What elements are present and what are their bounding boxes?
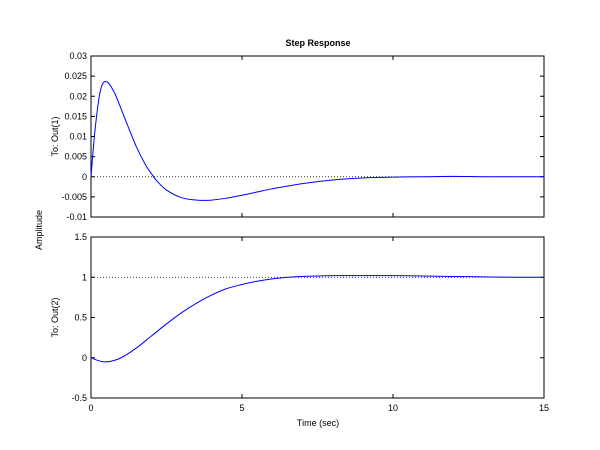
x-axis-label: Time (sec) [297, 418, 339, 428]
subplot-out2-ylabel: To: Out(2) [50, 297, 60, 337]
subplot-out1-y-tick-label: -0.01 [66, 212, 87, 222]
subplot-out1-ylabel: To: Out(1) [50, 116, 60, 156]
subplot-out1-y-tick-label: 0.02 [69, 91, 87, 101]
x-tick-label: 10 [388, 403, 398, 413]
subplot-out2-response-line [90, 275, 545, 363]
subplot-out2-y-tick-label: -0.5 [71, 393, 87, 403]
subplot-out1-y-tick-label: 0.01 [69, 132, 87, 142]
subplot-out1-y-tick-label: -0.005 [61, 192, 87, 202]
subplot-out2-y-tick-label: 1 [82, 272, 87, 282]
subplot-out1-y-tick-label: 0.025 [64, 71, 87, 81]
x-tick-label: 0 [88, 403, 93, 413]
chart-title: Step Response [285, 38, 350, 48]
subplot-out2-y-tick-label: 0 [82, 353, 87, 363]
subplot-out1-y-tick-label: 0 [82, 172, 87, 182]
x-tick-label: 15 [539, 403, 549, 413]
subplot-out1-y-tick-label: 0.015 [64, 111, 87, 121]
subplot-out2-axes-box [90, 236, 545, 399]
subplot-out2-y-tick-label: 0.5 [74, 313, 87, 323]
subplot-out2-y-tick-label: 1.5 [74, 232, 87, 242]
subplot-out1-y-tick-label: 0.005 [64, 152, 87, 162]
subplot-out1-axes-box [90, 55, 545, 218]
subplot-out1-response-line [90, 81, 544, 201]
y-axis-label: Amplitude [34, 210, 44, 250]
subplot-out1: -0.01 -0.005 0 0.005 0.01 0.015 0.02 0.025 0.03 T… [50, 51, 545, 222]
subplot-out1-y-tick-label: 0.03 [69, 51, 87, 61]
x-tick-label: 5 [239, 403, 244, 413]
